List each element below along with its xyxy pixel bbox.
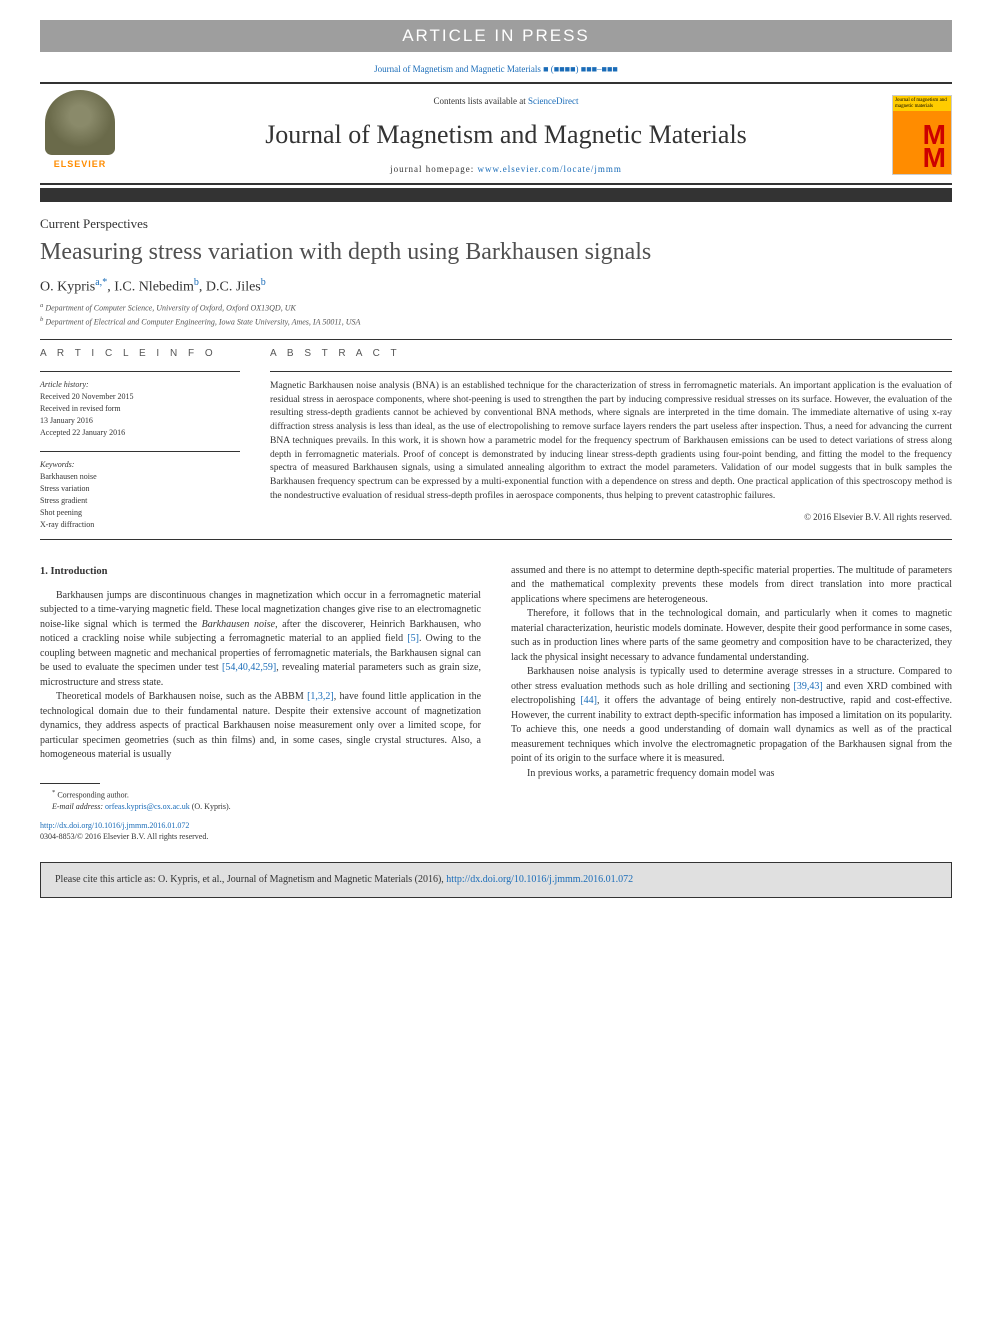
journal-cover-thumbnail[interactable]: Journal of magnetism and magnetic materi… (892, 95, 952, 175)
sciencedirect-link[interactable]: ScienceDirect (528, 96, 578, 106)
keywords: Barkhausen noise Stress variation Stress… (40, 471, 240, 531)
affiliations: a Department of Computer Science, Univer… (40, 301, 952, 328)
keywords-label: Keywords: (40, 460, 240, 469)
journal-header: ELSEVIER Contents lists available at Sci… (40, 82, 952, 185)
journal-homepage: journal homepage: www.elsevier.com/locat… (120, 164, 892, 174)
homepage-label: journal homepage: (390, 164, 477, 174)
issn-line: 0304-8853/© 2016 Elsevier B.V. All right… (40, 832, 208, 841)
footnote-separator (40, 783, 100, 784)
author-2: , I.C. Nlebedim (107, 279, 194, 294)
body-column-right: assumed and there is no attempt to deter… (511, 564, 952, 843)
author-1: O. Kypris (40, 279, 95, 294)
elsevier-tree-icon (45, 90, 115, 155)
journal-ref-suffix: ■ (■■■■) ■■■–■■■ (543, 64, 618, 74)
homepage-link[interactable]: www.elsevier.com/locate/jmmm (478, 164, 622, 174)
corresponding-author-note: * Corresponding author. (40, 788, 481, 801)
divider (40, 539, 952, 540)
email-name: (O. Kypris). (192, 802, 231, 811)
italic-term: Barkhausen noise (202, 619, 275, 630)
article-info-heading: A R T I C L E I N F O (40, 348, 240, 359)
body-paragraph: assumed and there is no attempt to deter… (511, 564, 952, 608)
author-3: , D.C. Jiles (199, 279, 261, 294)
article-title: Measuring stress variation with depth us… (40, 238, 952, 267)
body-paragraph: In previous works, a parametric frequenc… (511, 767, 952, 782)
contents-text: Contents lists available at (434, 96, 528, 106)
reference-link[interactable]: [5] (407, 633, 419, 644)
journal-reference-line: Journal of Magnetism and Magnetic Materi… (40, 64, 952, 74)
email-link[interactable]: orfeas.kypris@cs.ox.ac.uk (105, 802, 190, 811)
abstract-heading: A B S T R A C T (270, 348, 952, 359)
article-history: Received 20 November 2015 Received in re… (40, 391, 240, 439)
text-run: Theoretical models of Barkhausen noise, … (56, 691, 307, 702)
header-black-bar (40, 188, 952, 202)
doi-link[interactable]: http://dx.doi.org/10.1016/j.jmmm.2016.01… (40, 821, 189, 830)
abstract-copyright: © 2016 Elsevier B.V. All rights reserved… (270, 512, 952, 522)
journal-title: Journal of Magnetism and Magnetic Materi… (120, 120, 892, 150)
elsevier-logo[interactable]: ELSEVIER (40, 90, 120, 180)
authors-line: O. Kyprisa,*, I.C. Nlebedimb, D.C. Jiles… (40, 277, 952, 296)
divider (40, 339, 952, 340)
abstract-column: A B S T R A C T Magnetic Barkhausen nois… (270, 348, 952, 531)
reference-link[interactable]: [44] (580, 695, 597, 706)
author-3-affil: b (261, 277, 266, 288)
email-footnote: E-mail address: orfeas.kypris@cs.ox.ac.u… (40, 801, 481, 812)
contents-available: Contents lists available at ScienceDirec… (120, 96, 892, 106)
affiliation-b: b Department of Electrical and Computer … (40, 315, 952, 329)
article-type: Current Perspectives (40, 216, 952, 232)
article-info-column: A R T I C L E I N F O Article history: R… (40, 348, 240, 531)
divider (40, 451, 240, 452)
citation-doi-link[interactable]: http://dx.doi.org/10.1016/j.jmmm.2016.01… (446, 874, 633, 885)
reference-link[interactable]: [39,43] (794, 681, 823, 692)
body-paragraph: Barkhausen jumps are discontinuous chang… (40, 589, 481, 691)
article-in-press-banner: ARTICLE IN PRESS (40, 20, 952, 52)
footnote-text: Corresponding author. (57, 791, 129, 800)
citation-box: Please cite this article as: O. Kypris, … (40, 862, 952, 898)
body-columns: 1. Introduction Barkhausen jumps are dis… (40, 564, 952, 843)
divider (270, 371, 952, 372)
body-column-left: 1. Introduction Barkhausen jumps are dis… (40, 564, 481, 843)
divider (40, 371, 240, 372)
history-label: Article history: (40, 380, 240, 389)
reference-link[interactable]: [54,40,42,59] (222, 662, 276, 673)
journal-ref-prefix: Journal of Magnetism and Magnetic Materi… (374, 64, 541, 74)
section-1-heading: 1. Introduction (40, 564, 481, 579)
email-label: E-mail address: (52, 802, 103, 811)
info-abstract-row: A R T I C L E I N F O Article history: R… (40, 348, 952, 531)
body-paragraph: Therefore, it follows that in the techno… (511, 607, 952, 665)
elsevier-label: ELSEVIER (54, 159, 107, 169)
cover-text: Journal of magnetism and magnetic materi… (893, 96, 951, 111)
abstract-text: Magnetic Barkhausen noise analysis (BNA)… (270, 380, 952, 504)
reference-link[interactable]: [1,3,2] (307, 691, 334, 702)
citation-text: Please cite this article as: O. Kypris, … (55, 874, 446, 885)
journal-header-center: Contents lists available at ScienceDirec… (120, 96, 892, 174)
body-paragraph: Theoretical models of Barkhausen noise, … (40, 690, 481, 763)
body-paragraph: Barkhausen noise analysis is typically u… (511, 665, 952, 767)
affiliation-a: a Department of Computer Science, Univer… (40, 301, 952, 315)
cover-m-logo: MM (923, 124, 946, 169)
doi-block: http://dx.doi.org/10.1016/j.jmmm.2016.01… (40, 820, 481, 842)
